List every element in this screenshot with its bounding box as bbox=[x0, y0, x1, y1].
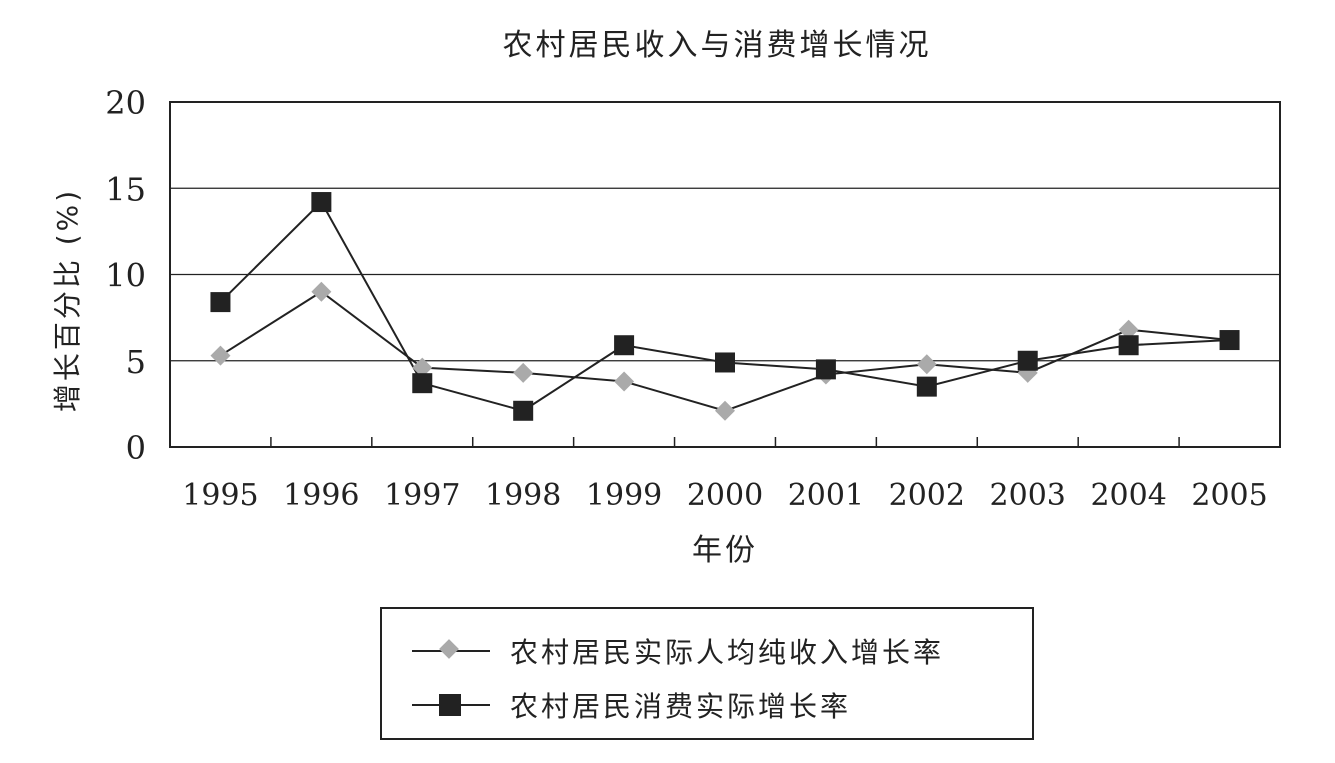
data-point-diamond bbox=[614, 371, 635, 392]
data-point-square bbox=[715, 352, 735, 373]
legend-square-marker bbox=[410, 690, 492, 720]
series-line-1 bbox=[219, 290, 1230, 412]
x-tick-label: 1995 bbox=[182, 478, 258, 513]
y-tick-label: 10 bbox=[105, 257, 146, 295]
x-tick-label: 1999 bbox=[586, 478, 662, 513]
x-tick-label: 2002 bbox=[889, 478, 965, 513]
chart-title: 农村居民收入与消费增长情况 bbox=[503, 28, 932, 63]
plot-area bbox=[169, 101, 1281, 448]
series-layer bbox=[210, 192, 1240, 421]
x-tick-label: 2004 bbox=[1090, 478, 1166, 513]
y-tick-label: 15 bbox=[105, 170, 146, 208]
data-point-square bbox=[412, 373, 433, 394]
legend-diamond-marker bbox=[410, 636, 492, 666]
data-point-square bbox=[311, 192, 332, 213]
y-tick-label: 5 bbox=[126, 343, 146, 381]
data-point-square bbox=[1118, 335, 1139, 356]
data-point-diamond bbox=[412, 357, 433, 378]
chart-legend: 农村居民实际人均纯收入增长率 农村居民消费实际增长率 bbox=[380, 607, 1034, 740]
x-tick-label: 2000 bbox=[687, 478, 763, 513]
data-point-square bbox=[210, 292, 231, 313]
data-point-square bbox=[916, 376, 937, 397]
x-tick-label: 2005 bbox=[1191, 478, 1267, 513]
legend-label-consumption: 农村居民消费实际增长率 bbox=[510, 690, 852, 723]
data-point-square bbox=[513, 400, 534, 421]
data-point-diamond bbox=[513, 362, 534, 383]
data-point-square bbox=[1017, 350, 1038, 371]
y-axis-label: 增长百分比 (%) bbox=[51, 188, 84, 412]
x-axis-label: 年份 bbox=[692, 533, 758, 568]
data-point-diamond bbox=[311, 281, 332, 302]
x-tick-label: 2003 bbox=[990, 478, 1066, 513]
x-tick-label: 1996 bbox=[283, 478, 359, 513]
legend-label-income: 农村居民实际人均纯收入增长率 bbox=[510, 636, 945, 669]
x-tick-label: 2001 bbox=[788, 478, 864, 513]
data-point-square bbox=[815, 359, 836, 380]
series-line-2 bbox=[219, 200, 1230, 412]
y-axis-ticks: 0 5 10 15 20 bbox=[105, 84, 146, 467]
data-point-diamond bbox=[210, 345, 231, 366]
x-tick-label: 1997 bbox=[384, 478, 460, 513]
legend-item-consumption: 农村居民消费实际增长率 bbox=[410, 683, 851, 727]
x-axis-ticks: 1995 1996 1997 1998 1999 2000 2001 2002 2003 2004… bbox=[182, 437, 1268, 513]
y-tick-label: 0 bbox=[126, 429, 146, 467]
data-point-diamond bbox=[715, 400, 735, 421]
x-tick-label: 1998 bbox=[485, 478, 561, 513]
legend-item-income: 农村居民实际人均纯收入增长率 bbox=[410, 629, 944, 673]
data-point-diamond bbox=[916, 354, 937, 375]
data-point-diamond bbox=[1118, 319, 1139, 340]
data-point-square bbox=[1219, 330, 1240, 351]
y-tick-label: 20 bbox=[105, 84, 146, 122]
data-point-square bbox=[614, 335, 635, 356]
gridlines bbox=[170, 187, 1280, 362]
